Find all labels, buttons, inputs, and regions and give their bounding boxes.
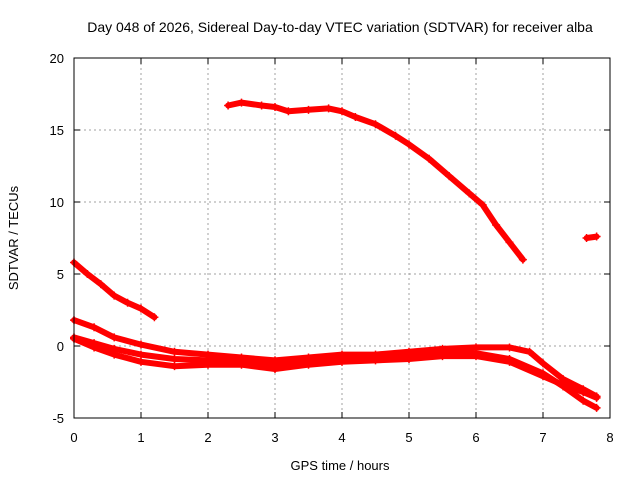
data-point bbox=[150, 313, 159, 322]
data-point bbox=[257, 101, 266, 110]
data-point bbox=[123, 298, 132, 307]
data-point bbox=[582, 234, 591, 242]
axis-ticks: 0 1 2 3 4 5 6 7 8 20 15 10 5 0 -5 bbox=[50, 51, 614, 445]
data-point bbox=[405, 140, 413, 149]
data-point bbox=[391, 131, 400, 140]
x-tick-label: 5 bbox=[405, 430, 412, 445]
grid bbox=[74, 58, 610, 418]
data-point bbox=[445, 172, 454, 181]
y-tick-label: -5 bbox=[52, 411, 64, 426]
x-tick-label: 3 bbox=[271, 430, 278, 445]
data-point bbox=[525, 347, 534, 356]
data-point bbox=[271, 102, 279, 111]
data-point bbox=[472, 352, 480, 361]
data-point bbox=[284, 107, 293, 116]
data-marks bbox=[70, 98, 601, 412]
data-point bbox=[338, 107, 346, 116]
x-axis-label: GPS time / hours bbox=[291, 458, 390, 473]
data-point bbox=[579, 388, 588, 397]
data-point bbox=[170, 362, 179, 371]
data-point bbox=[579, 396, 588, 405]
data-point bbox=[465, 189, 474, 198]
data-point bbox=[351, 113, 360, 122]
data-point bbox=[170, 347, 179, 356]
data-point bbox=[137, 350, 145, 359]
x-tick-label: 6 bbox=[472, 430, 479, 445]
data-point bbox=[137, 304, 145, 313]
x-tick-label: 2 bbox=[204, 430, 211, 445]
data-point bbox=[271, 365, 279, 374]
data-point bbox=[304, 105, 313, 114]
data-point bbox=[137, 340, 145, 349]
data-point bbox=[539, 359, 547, 368]
data-point bbox=[110, 350, 119, 359]
y-tick-label: 10 bbox=[50, 195, 64, 210]
x-tick-label: 1 bbox=[137, 430, 144, 445]
data-point bbox=[518, 255, 527, 264]
data-point bbox=[224, 101, 233, 110]
x-tick-label: 4 bbox=[338, 430, 345, 445]
data-point bbox=[425, 154, 434, 163]
data-point bbox=[505, 343, 514, 352]
data-point bbox=[405, 354, 413, 363]
x-tick-label: 7 bbox=[539, 430, 546, 445]
y-axis-label: SDTVAR / TECUs bbox=[6, 185, 21, 290]
y-tick-label: 5 bbox=[57, 267, 64, 282]
data-point bbox=[592, 232, 601, 241]
data-point bbox=[110, 333, 119, 342]
data-point bbox=[478, 200, 487, 209]
y-tick-label: 20 bbox=[50, 51, 64, 66]
data-point bbox=[170, 354, 179, 363]
y-tick-label: 15 bbox=[50, 123, 64, 138]
data-point bbox=[492, 221, 501, 230]
data-point bbox=[90, 323, 99, 332]
data-point bbox=[96, 280, 105, 289]
data-point bbox=[204, 360, 212, 369]
data-point bbox=[592, 393, 601, 402]
chart-title: Day 048 of 2026, Sidereal Day-to-day VTE… bbox=[87, 19, 593, 35]
data-point bbox=[505, 357, 514, 366]
y-tick-label: 0 bbox=[57, 339, 64, 354]
data-point bbox=[338, 357, 346, 366]
data-point bbox=[90, 343, 99, 352]
data-point bbox=[304, 360, 313, 369]
data-point bbox=[371, 120, 380, 129]
x-tick-label: 0 bbox=[70, 430, 77, 445]
data-point bbox=[559, 380, 568, 389]
data-point bbox=[137, 357, 145, 366]
data-point bbox=[237, 98, 246, 107]
series-track-low-a bbox=[71, 317, 600, 400]
data-point bbox=[83, 270, 92, 278]
data-point bbox=[371, 356, 380, 365]
data-point bbox=[438, 352, 447, 361]
x-tick-label: 8 bbox=[606, 430, 613, 445]
data-point bbox=[505, 238, 514, 247]
data-point bbox=[324, 104, 333, 113]
data-point bbox=[539, 372, 547, 381]
data-point bbox=[237, 360, 246, 369]
data-point bbox=[592, 403, 601, 412]
data-point bbox=[110, 291, 119, 300]
